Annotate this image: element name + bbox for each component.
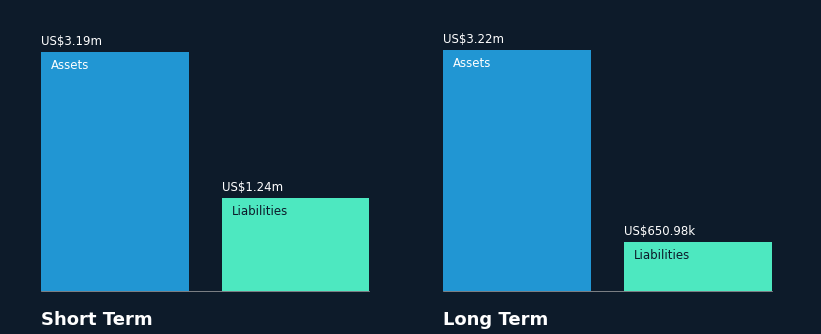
Text: US$3.22m: US$3.22m: [443, 33, 504, 46]
Text: Assets: Assets: [453, 57, 492, 70]
Text: US$3.19m: US$3.19m: [41, 35, 102, 48]
Text: US$1.24m: US$1.24m: [222, 181, 282, 194]
Bar: [222, 198, 369, 291]
Text: Liabilities: Liabilities: [232, 205, 288, 218]
Text: Liabilities: Liabilities: [634, 248, 690, 262]
Text: US$650.98k: US$650.98k: [624, 225, 695, 238]
Bar: [443, 50, 591, 291]
Text: Assets: Assets: [51, 59, 89, 72]
Bar: [41, 52, 189, 291]
Text: Short Term: Short Term: [41, 311, 153, 329]
Bar: [624, 242, 772, 291]
Text: Long Term: Long Term: [443, 311, 548, 329]
